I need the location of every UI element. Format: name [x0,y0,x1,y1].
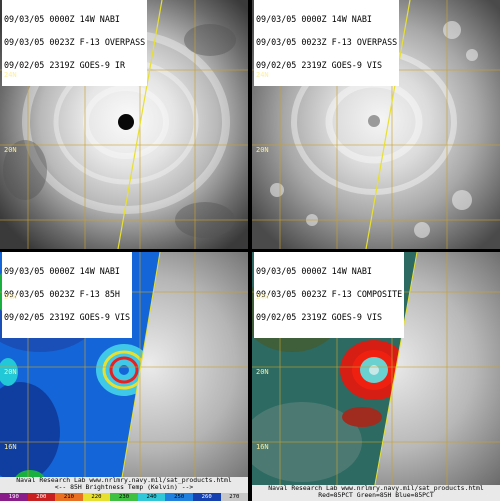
swath-edge-line [371,252,418,501]
swath-edge-line [117,252,161,501]
panel-header: 09/03/05 0000Z 14W NABI 09/03/05 0023Z F… [254,0,400,86]
scale-tick: 250 [165,493,193,501]
header-line-1: 09/03/05 0000Z 14W NABI [4,266,120,277]
lat-label-20n: 20N [4,368,17,376]
header-line-3: 09/02/05 2319Z GOES-9 VIS [4,311,131,322]
header-line-2: 09/03/05 0023Z F-13 OVERPASS [4,36,146,47]
lat-label-16n: 16N [4,443,17,451]
header-line-2: 09/03/05 0023Z F-13 COMPOSITE [256,288,403,299]
lat-label-24n: 24N [4,71,17,79]
header-line-2: 09/03/05 0023Z F-13 85H [4,288,120,299]
lat-label-20n: 20N [4,146,17,154]
swath-edge-line [365,0,411,249]
lat-label-20n: 20N [256,146,269,154]
footer-credit: Naval Research Lab www.nrlmry.navy.mil/s… [268,484,484,492]
header-line-3: 09/02/05 2319Z GOES-9 VIS [256,311,383,322]
header-line-1: 09/03/05 0000Z 14W NABI [256,14,372,25]
panel-header: 09/03/05 0000Z 14W NABI 09/03/05 0023Z F… [2,0,148,86]
image-footer: Naval Research Lab www.nrlmry.navy.mil/s… [0,477,248,493]
swath-edge-line [117,0,163,249]
panel-header: 09/03/05 0000Z 14W NABI 09/03/05 0023Z F… [2,252,133,338]
ir-panel: 09/03/05 0000Z 14W NABI 09/03/05 0023Z F… [0,0,248,249]
header-line-1: 09/03/05 0000Z 14W NABI [256,266,372,277]
85h-panel: 09/03/05 0000Z 14W NABI 09/03/05 0023Z F… [0,252,248,501]
scale-tick: 260 [192,493,221,501]
header-line-1: 09/03/05 0000Z 14W NABI [4,14,120,25]
panel-header: 09/03/05 0000Z 14W NABI 09/03/05 0023Z F… [254,252,405,338]
footer-credit: Naval Research Lab www.nrlmry.navy.mil/s… [16,476,232,484]
header-line-3: 09/02/05 2319Z GOES-9 VIS [256,59,383,70]
lat-label-24n: 24N [256,293,269,301]
scale-tick: 230 [110,493,138,501]
scale-tick: 220 [82,493,111,501]
lat-label-16n: 16N [256,443,269,451]
footer-scale-title: <-- 85H Brightness Temp (Kelvin) --> [54,483,194,491]
image-footer: Naval Research Lab www.nrlmry.navy.mil/s… [252,485,500,501]
lat-label-20n: 20N [256,368,269,376]
lat-label-24n: 24N [256,71,269,79]
scale-tick: 190 [0,493,28,501]
vis-panel: 09/03/05 0000Z 14W NABI 09/03/05 0023Z F… [252,0,500,249]
scale-tick: 240 [137,493,166,501]
scale-tick: 200 [27,493,56,501]
color-scale-bar: 190 200 210 220 230 240 250 260 270 [0,493,248,501]
header-line-3: 09/02/05 2319Z GOES-9 IR [4,59,126,70]
scale-tick: 210 [55,493,83,501]
lat-label-24n: 24N [4,293,17,301]
footer-color-key: Red=85PCT Green=85H Blue=85PCT [318,491,434,499]
header-line-2: 09/03/05 0023Z F-13 OVERPASS [256,36,398,47]
scale-tick: 270 [220,493,248,501]
composite-panel: 09/03/05 0000Z 14W NABI 09/03/05 0023Z F… [252,252,500,501]
